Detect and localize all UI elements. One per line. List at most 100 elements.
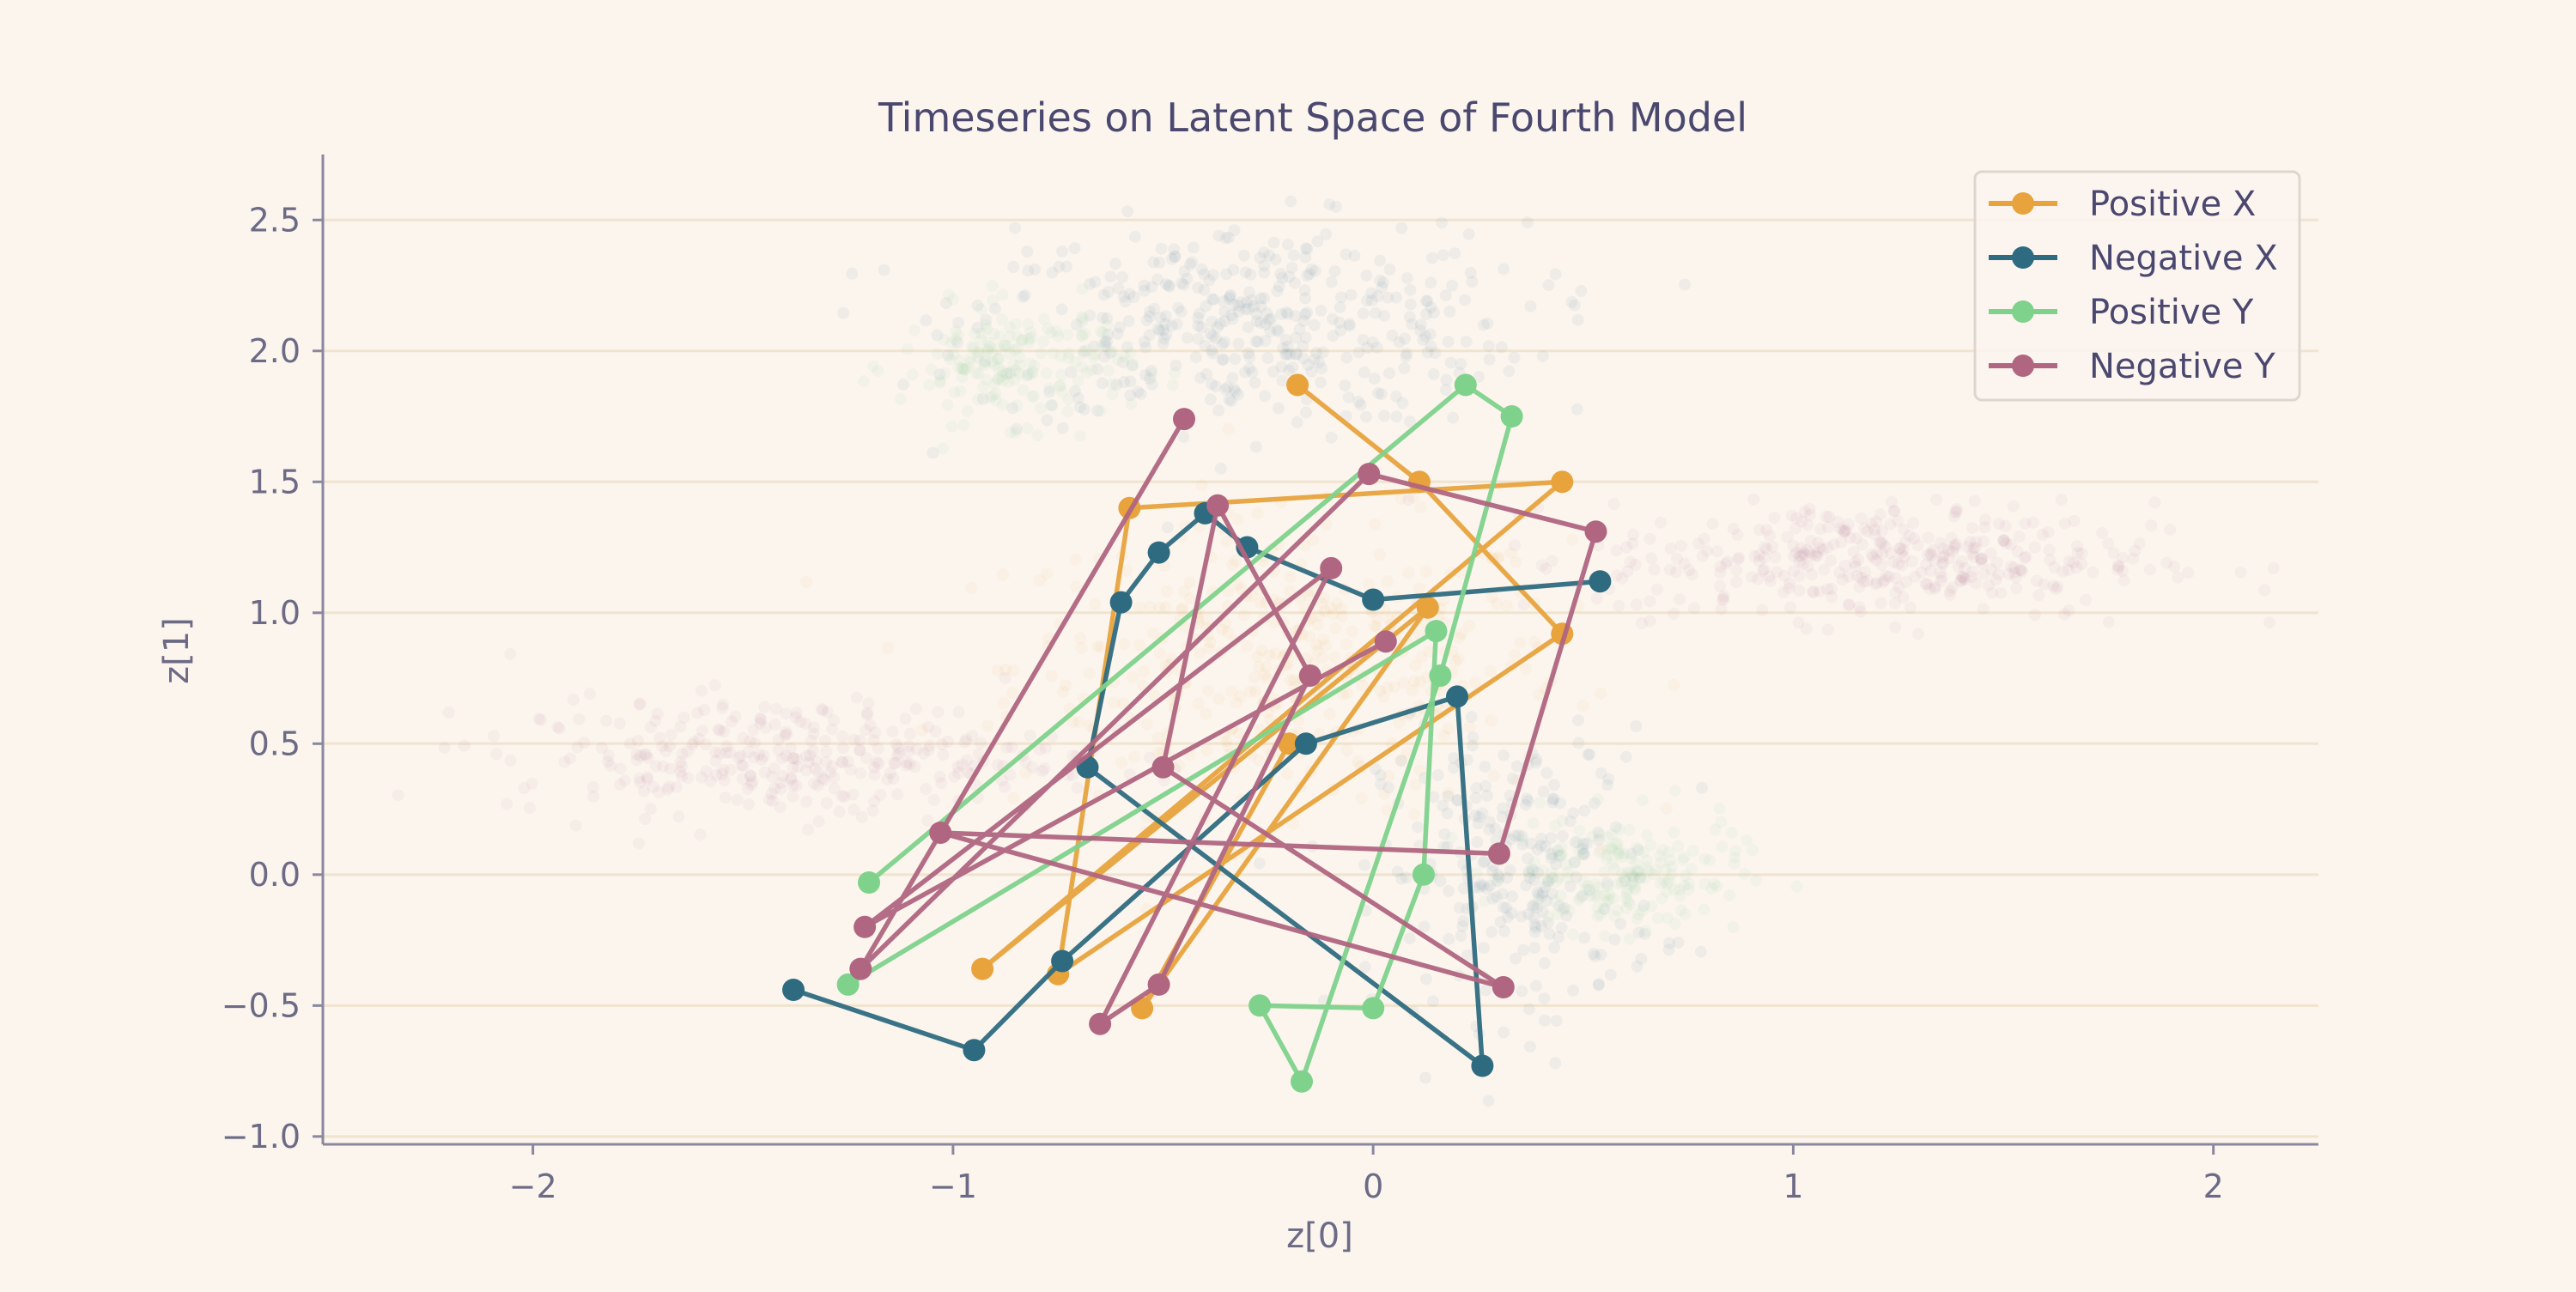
background-point [1343, 318, 1356, 331]
y-tick-label-6: 2.0 [249, 332, 301, 370]
background-point [1668, 785, 1681, 798]
background-point [1297, 352, 1309, 365]
background-point [776, 769, 789, 782]
background-point [1790, 512, 1803, 525]
background-point [1442, 786, 1455, 799]
background-point [578, 737, 591, 749]
background-point [1566, 928, 1579, 941]
background-point [1535, 889, 1548, 902]
background-point [2010, 582, 2023, 595]
background-point [1360, 410, 1372, 423]
series-point-1-0 [782, 979, 805, 1001]
background-point [1378, 309, 1391, 322]
background-point [1903, 529, 1916, 542]
background-point [1851, 570, 1864, 583]
series-point-0-7 [1416, 596, 1439, 619]
background-point [1842, 598, 1855, 611]
background-point [631, 735, 644, 747]
background-point [1626, 537, 1639, 550]
background-point [923, 379, 936, 391]
background-point [1827, 538, 1840, 551]
background-point [2112, 561, 2125, 573]
background-point [1785, 509, 1798, 522]
background-point [1334, 316, 1346, 329]
background-point [991, 664, 1004, 677]
background-point [1715, 816, 1728, 828]
background-point [1479, 984, 1492, 997]
background-point [1514, 636, 1527, 649]
background-point [1041, 414, 1054, 427]
background-point [1777, 569, 1790, 582]
background-point [790, 779, 803, 792]
background-point [1977, 603, 1990, 616]
background-point [1919, 577, 1932, 590]
background-point [1880, 569, 1893, 582]
background-point [1498, 263, 1510, 276]
background-point [1692, 537, 1704, 550]
background-point [1281, 767, 1294, 780]
background-point [902, 745, 914, 758]
y-tick-label-2: 0.0 [249, 856, 301, 894]
background-point [551, 720, 564, 733]
background-point [1662, 874, 1675, 887]
background-point [1001, 340, 1014, 353]
background-point [1636, 617, 1649, 629]
background-point [1900, 575, 1913, 588]
background-point [1368, 373, 1381, 385]
background-point [1163, 280, 1176, 293]
background-point [2008, 561, 2020, 574]
background-point [1602, 894, 1615, 907]
background-point [682, 772, 695, 785]
background-point [936, 442, 949, 455]
background-point [1217, 294, 1230, 307]
background-point [1657, 875, 1670, 888]
background-point [1119, 295, 1132, 308]
background-point [1345, 288, 1358, 301]
background-point [931, 329, 944, 342]
background-point [952, 316, 965, 329]
background-point [1052, 330, 1064, 343]
background-point [1478, 942, 1491, 955]
background-point [993, 330, 1005, 343]
background-point [630, 748, 643, 761]
background-point [1545, 848, 1558, 861]
background-point [1766, 541, 1779, 553]
background-point [1243, 351, 1256, 363]
background-point [1400, 350, 1413, 363]
background-point [1516, 985, 1528, 998]
background-point [997, 365, 1009, 378]
background-point [1473, 370, 1485, 383]
background-point [1661, 885, 1674, 898]
background-point [1668, 883, 1680, 896]
background-point [718, 725, 731, 737]
background-point [1694, 945, 1707, 958]
background-point [1255, 644, 1268, 657]
background-point [931, 348, 944, 360]
background-point [1889, 621, 1902, 634]
background-point [1375, 388, 1388, 400]
background-point [1591, 889, 1604, 902]
background-point [1538, 1014, 1551, 1027]
background-point [1796, 558, 1809, 570]
background-point [600, 714, 613, 727]
background-point [1170, 359, 1182, 372]
background-point [573, 713, 586, 725]
background-point [1244, 685, 1257, 698]
background-point [2047, 579, 2060, 592]
background-point [1468, 809, 1481, 822]
series-point-0-8 [1131, 997, 1154, 1020]
background-point [1284, 674, 1297, 686]
background-point [1610, 569, 1623, 582]
background-point [1723, 889, 1736, 901]
background-point [1419, 330, 1432, 343]
background-point [1640, 861, 1653, 874]
background-point [1671, 553, 1683, 565]
background-point [1793, 555, 1806, 567]
background-point [1560, 909, 1573, 922]
background-point [1253, 857, 1266, 870]
background-point [1006, 687, 1018, 700]
background-point [1352, 395, 1365, 408]
background-point [1259, 335, 1272, 347]
background-point [1539, 956, 1551, 969]
background-point [1672, 840, 1685, 852]
